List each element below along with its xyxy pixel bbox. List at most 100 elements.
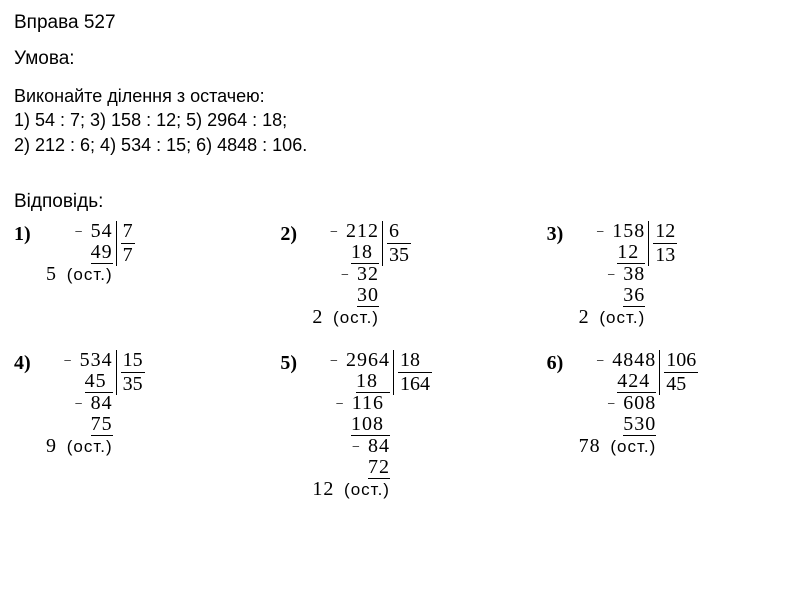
calc-row: 12 (ост.) [312,479,390,500]
calc-row: 108 [312,414,390,436]
calc-row: 212 [312,221,379,242]
instruction: Виконайте ділення з остачею: [14,84,797,108]
solution-item: 1) 54495 (ост.)77 [14,221,264,328]
calc-value: 84 [362,435,390,457]
calc-value: 2964 [340,349,390,371]
calc-value: 18 [351,242,379,264]
calc-row: 9 (ост.) [46,436,113,457]
calc-row: 2964 [312,350,390,371]
calc-row: 32 [312,264,379,285]
calc-value: 54 [85,220,113,242]
calc-value: 12 [617,242,645,264]
quotient-value: 45 [664,373,698,395]
calc-value: 5 [46,263,57,285]
divisor-value: 7 [121,221,135,244]
calc-value: 75 [91,414,113,436]
minus-sign [608,392,617,414]
calc-row: 12 [579,242,646,264]
solution-item: 5) 296418 116 108 847212 (ост.)18 164 [280,350,530,500]
calc-row: 75 [46,414,113,436]
divisor-column: 1213 [648,221,677,266]
calc-row: 608 [579,393,657,414]
calc-value: 534 [74,349,113,371]
calc-row: 116 [312,393,390,414]
divisor-column: 10645 [659,350,698,395]
quotient-value: 35 [387,244,411,266]
calc-row: 18 [312,371,390,393]
calc-row: 2 (ост.) [312,307,379,328]
remainder-label: (ост.) [57,437,113,456]
solution-item: 3) 15812 38362 (ост.)1213 [547,221,797,328]
divisor-column: 77 [116,221,135,266]
calc-value: 45 [85,371,113,393]
solution-number: 4) [14,350,38,375]
dividend-column: 15812 38362 (ост.) [579,221,649,328]
remainder-label: (ост.) [590,308,646,327]
calc-value: 158 [606,220,645,242]
solution-number: 2) [280,221,304,246]
solutions-grid: 1) 54495 (ост.)772) 21218 32302 (ост.)6 … [14,221,797,500]
calc-row: 45 [46,371,113,393]
calc-row: 530 [579,414,657,436]
calc-row: 5 (ост.) [46,264,113,285]
calc-row: 30 [312,285,379,307]
calc-row: 84 [312,436,390,457]
solution-item: 2) 21218 32302 (ост.)6 35 [280,221,530,328]
minus-sign [76,220,85,242]
divisor-value: 18 [398,350,432,373]
long-division: 53445 84759 (ост.)1535 [46,350,145,457]
calc-value: 608 [617,392,656,414]
quotient-value: 7 [121,244,135,266]
calc-value: 36 [623,285,645,307]
dividend-column: 21218 32302 (ост.) [312,221,382,328]
solution-item: 4) 53445 84759 (ост.)1535 [14,350,264,500]
dividend-column: 53445 84759 (ост.) [46,350,116,457]
minus-sign [597,349,606,371]
long-division: 54495 (ост.)77 [46,221,135,285]
minus-sign [331,220,340,242]
calc-value: 32 [351,263,379,285]
quotient-value: 35 [121,373,145,395]
remainder-label: (ост.) [334,480,390,499]
divisor-value: 6 [387,221,411,244]
calc-value: 30 [357,285,379,307]
calc-value: 116 [346,392,390,414]
long-division: 15812 38362 (ост.)1213 [579,221,678,328]
solution-number: 6) [547,350,571,375]
calc-value: 2 [579,306,590,328]
calc-row: 38 [579,264,646,285]
calc-value: 49 [91,242,113,264]
calc-value: 38 [617,263,645,285]
remainder-label: (ост.) [323,308,379,327]
divisor-value: 15 [121,350,145,373]
dividend-column: 54495 (ост.) [46,221,116,285]
remainder-label: (ост.) [57,265,113,284]
calc-value: 2 [312,306,323,328]
quotient-value: 13 [653,244,677,266]
minus-sign [342,263,351,285]
long-division: 296418 116 108 847212 (ост.)18 164 [312,350,432,500]
calc-row: 4848 [579,350,657,371]
condition-label: Умова: [14,48,797,70]
calc-row: 2 (ост.) [579,307,646,328]
minus-sign [65,349,74,371]
calc-row: 534 [46,350,113,371]
calc-row: 72 [312,457,390,479]
divisor-value: 12 [653,221,677,244]
dividend-column: 4848424 60853078 (ост.) [579,350,660,457]
long-division: 21218 32302 (ост.)6 35 [312,221,411,328]
remainder-label: (ост.) [601,437,657,456]
divisor-column: 6 35 [382,221,411,266]
calc-value: 424 [617,371,656,393]
calc-row: 158 [579,221,646,242]
calc-value: 108 [351,414,390,436]
minus-sign [337,392,346,414]
long-division: 4848424 60853078 (ост.)10645 [579,350,699,457]
calc-row: 54 [46,221,113,242]
calc-value: 72 [368,457,390,479]
calc-value: 4848 [606,349,656,371]
calc-row: 424 [579,371,657,393]
minus-sign [76,392,85,414]
solution-number: 3) [547,221,571,246]
calc-value: 78 [579,435,601,457]
